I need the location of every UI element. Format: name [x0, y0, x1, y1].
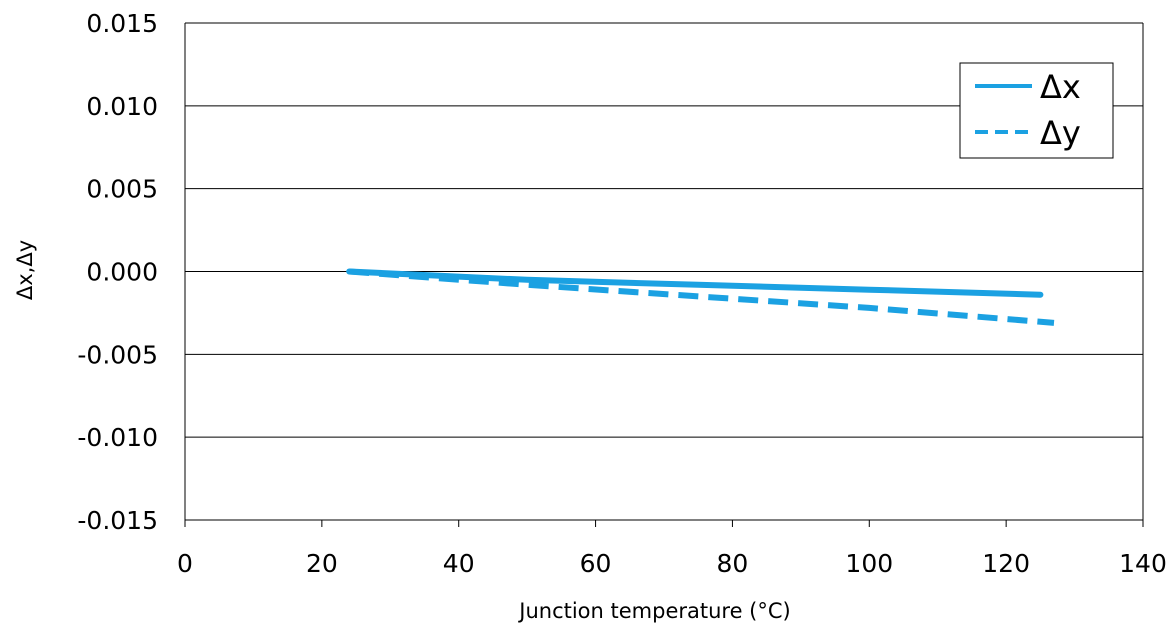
axes — [184, 23, 1144, 527]
y-tick-label: -0.015 — [77, 506, 158, 535]
legend-box — [959, 62, 1114, 159]
grid-lines — [185, 22, 1143, 521]
x-tick-label: 100 — [845, 549, 893, 578]
y-tick-label: -0.010 — [77, 423, 158, 452]
legend-label-dy: Δy — [1040, 114, 1081, 152]
x-tick-label: 20 — [306, 549, 338, 578]
x-tick-label: 80 — [717, 549, 749, 578]
y-axis-title: Δx,Δy — [13, 240, 37, 300]
series-lines — [346, 268, 1055, 326]
x-tick-label: 140 — [1119, 549, 1167, 578]
legend: Δx Δy — [959, 62, 1114, 159]
x-tick-label: 120 — [982, 549, 1030, 578]
x-tick-label: 60 — [580, 549, 612, 578]
legend-label-dx: Δx — [1040, 68, 1081, 106]
series-line-dx — [346, 268, 1044, 298]
y-tick-labels: 0.015 0.010 0.005 0.000 -0.005 -0.010 -0.015 — [77, 9, 158, 535]
y-tick-label: 0.015 — [86, 9, 158, 38]
x-axis-title: Junction temperature (°C) — [517, 599, 790, 623]
y-tick-label: 0.000 — [86, 258, 158, 287]
x-tick-labels: 0 20 40 60 80 100 120 140 — [177, 549, 1167, 578]
y-tick-label: 0.005 — [86, 175, 158, 204]
x-tick-label: 0 — [177, 549, 193, 578]
y-tick-label: -0.005 — [77, 340, 158, 369]
x-tick-label: 40 — [443, 549, 475, 578]
series-line-dy — [348, 268, 1055, 326]
y-tick-label: 0.010 — [86, 92, 158, 121]
